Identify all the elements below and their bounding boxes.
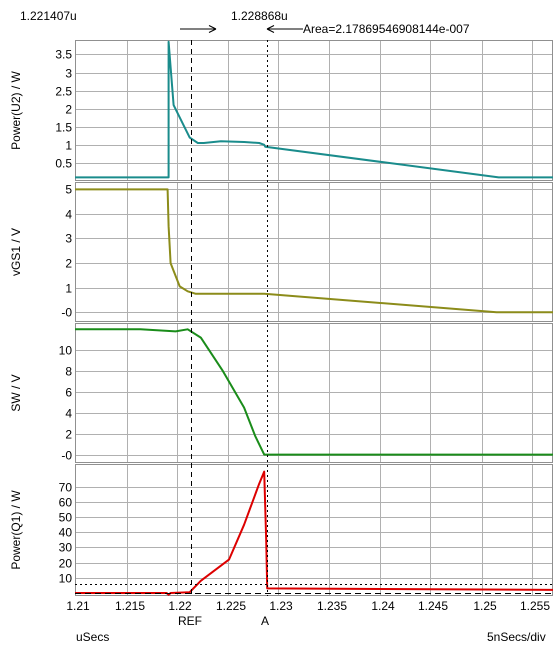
- ytick-label-sw-3: 6: [65, 386, 72, 400]
- area-readout: Area=2.17869546908144e-007: [303, 22, 470, 36]
- panel-frame-power-q1: [75, 464, 553, 596]
- xtick-label-5: 1.235: [317, 599, 347, 613]
- ytick-label-power-q1-2: 30: [59, 541, 73, 555]
- ytick-label-power-q1-5: 60: [59, 496, 73, 510]
- ylabel-power-u2: Power(U2) / W: [9, 70, 23, 149]
- cursor-readouts: 1.221407u 1.228868u Area=2.1786954690814…: [20, 9, 470, 36]
- ytick-label-vgs1-4: 4: [65, 208, 72, 222]
- ytick-label-power-u2-3: 2: [65, 103, 72, 117]
- axis-labels: 0.5 1 1.5 2 2.5 3 3.5 Power(U2) / W -0 1 2 3 4 5 vGS1 …: [9, 48, 550, 614]
- xtick-label-4: 1.23: [269, 599, 293, 613]
- xtick-label-2: 1.22: [168, 599, 192, 613]
- ytick-label-vgs1-0: -0: [61, 306, 72, 320]
- trace-power-q1-series-0: [75, 470, 554, 596]
- xtick-label-9: 1.255: [520, 599, 550, 613]
- ytick-label-vgs1-2: 2: [65, 257, 72, 271]
- ytick-label-power-u2-4: 2.5: [55, 85, 72, 99]
- trace-layer: [75, 40, 554, 596]
- grid-layer: [75, 40, 553, 596]
- ytick-label-sw-1: 2: [65, 428, 72, 442]
- a-cursor-label: A: [261, 614, 269, 628]
- xtick-label-0: 1.21: [66, 599, 90, 613]
- cursor-layer: [75, 40, 553, 596]
- area-arrow-head-icon: [266, 25, 275, 33]
- xtick-label-3: 1.225: [216, 599, 246, 613]
- ytick-label-power-u2-2: 1.5: [55, 121, 72, 135]
- ytick-label-power-u2-0: 0.5: [55, 157, 72, 171]
- ytick-label-sw-2: 4: [65, 407, 72, 421]
- ytick-label-vgs1-3: 3: [65, 232, 72, 246]
- ytick-label-sw-4: 8: [65, 365, 72, 379]
- ytick-label-power-u2-5: 3: [65, 67, 72, 81]
- ytick-label-power-q1-3: 40: [59, 526, 73, 540]
- ytick-label-power-u2-6: 3.5: [55, 48, 72, 62]
- trace-sw-series-0: [75, 328, 553, 456]
- trace-vgs1-series-0: [75, 188, 553, 314]
- panel-frame-sw: [75, 323, 553, 463]
- ylabel-power-q1: Power(Q1) / W: [9, 490, 23, 570]
- x-division-label: 5nSecs/div: [487, 630, 546, 644]
- ref-time-readout: 1.221407u: [20, 9, 77, 23]
- xtick-label-7: 1.245: [418, 599, 448, 613]
- panel-frame-power-u2: [75, 40, 553, 181]
- panel-frames: [75, 40, 553, 596]
- panel-frame-vgs1: [75, 182, 553, 322]
- trace-power-u2-series-0: [75, 40, 553, 179]
- ytick-label-power-q1-1: 20: [59, 557, 73, 571]
- ylabel-vgs1: vGS1 / V: [9, 228, 23, 276]
- ytick-label-power-q1-0: 10: [59, 572, 73, 586]
- ylabel-sw: SW / V: [9, 374, 23, 411]
- ytick-label-sw-5: 10: [59, 344, 73, 358]
- ytick-label-vgs1-1: 1: [65, 282, 72, 296]
- footer-labels: REF A uSecs 5nSecs/div: [76, 614, 546, 644]
- ref-cursor-label: REF: [178, 614, 202, 628]
- a-time-readout: 1.228868u: [231, 9, 288, 23]
- ytick-label-power-q1-4: 50: [59, 511, 73, 525]
- ytick-label-power-q1-6: 70: [59, 481, 73, 495]
- xtick-label-8: 1.25: [473, 599, 497, 613]
- ytick-label-sw-0: -0: [61, 449, 72, 463]
- ref-arrow-head-icon: [208, 25, 217, 33]
- ytick-label-power-u2-1: 1: [65, 139, 72, 153]
- x-unit-label: uSecs: [76, 630, 109, 644]
- xtick-label-1: 1.215: [115, 599, 145, 613]
- xtick-label-6: 1.24: [371, 599, 395, 613]
- ytick-label-vgs1-5: 5: [65, 183, 72, 197]
